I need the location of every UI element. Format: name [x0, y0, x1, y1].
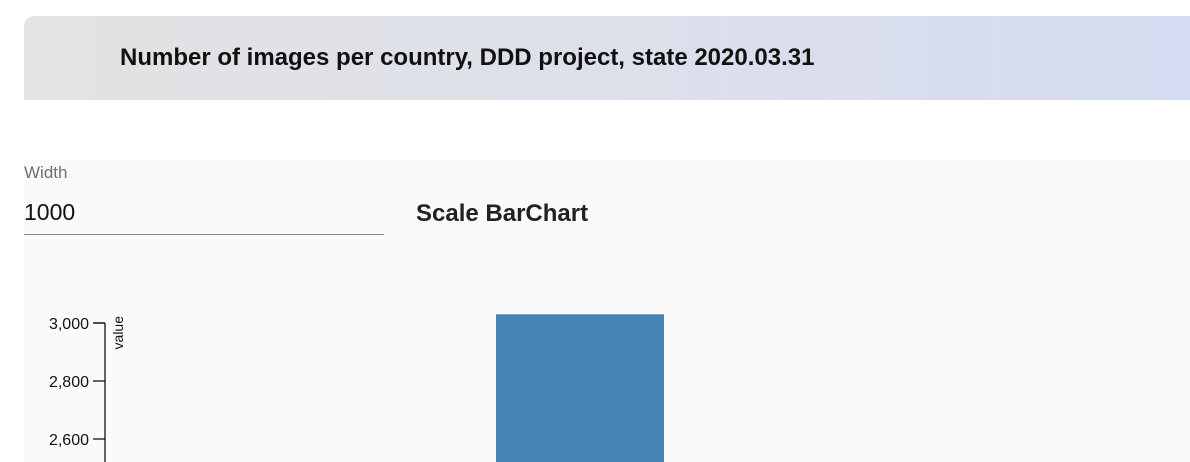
bar-chart: 3,000 2,800 2,600 value: [49, 314, 664, 462]
width-field: Width: [24, 160, 384, 240]
page-title: Number of images per country, DDD projec…: [120, 44, 815, 71]
bar-1: [496, 314, 664, 462]
width-input[interactable]: [24, 190, 384, 235]
width-label: Width: [24, 163, 68, 182]
y-tick-label: 2,800: [49, 374, 89, 391]
y-axis-label: value: [110, 316, 126, 350]
chart-title: Scale BarChart: [416, 200, 589, 227]
y-tick-label: 3,000: [49, 316, 89, 333]
header-bar: Number of images per country, DDD projec…: [24, 16, 1190, 100]
app-window: Number of images per country, DDD projec…: [24, 16, 1190, 462]
y-tick-label: 2,600: [49, 432, 89, 449]
